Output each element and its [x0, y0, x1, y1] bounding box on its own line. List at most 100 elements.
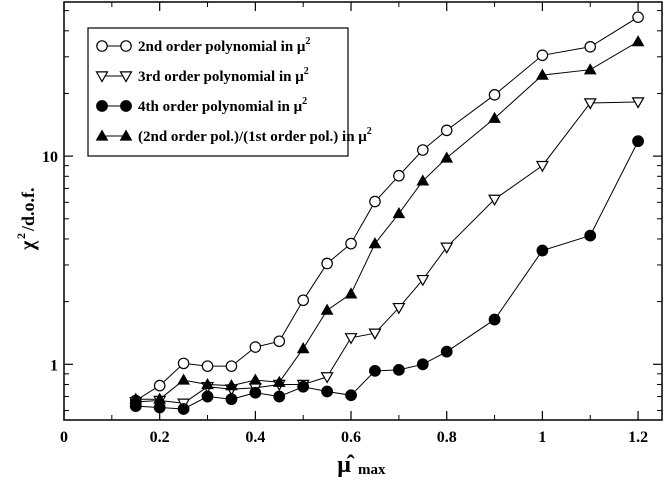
series-4-point — [344, 287, 358, 299]
series-4-point — [153, 392, 167, 404]
x-axis-title-main: μ̂ — [337, 452, 355, 478]
series-1 — [129, 11, 644, 407]
series-3 — [129, 135, 644, 415]
y-axis-title-rest: /d.o.f. — [18, 187, 38, 232]
legend-label: (2nd order pol.)/(1st order pol.) in μ2 — [138, 126, 372, 145]
series-1-point — [488, 89, 501, 101]
series-1-point — [297, 294, 309, 307]
legend-marker — [120, 100, 132, 112]
series-1-point — [273, 335, 286, 348]
legend-label-superscript: 2 — [304, 66, 309, 77]
series-4-point — [201, 377, 214, 390]
series-3-point — [249, 386, 262, 399]
series-4-point — [631, 35, 645, 47]
y-axis-title: χ 2 /d.o.f. — [14, 187, 39, 251]
legend-marker — [96, 40, 108, 52]
series-3-point — [632, 135, 644, 148]
series-2-point — [583, 98, 597, 110]
x-tick-label: 0.6 — [341, 429, 361, 446]
legend-marker — [120, 40, 132, 52]
x-axis-title: μ̂ max — [337, 452, 386, 478]
series-1-point — [536, 49, 549, 62]
series-3-point — [416, 358, 429, 371]
series-1-point — [249, 341, 262, 353]
legend-entry-4: (2nd order pol.)/(1st order pol.) in μ2 — [95, 126, 372, 145]
legend-marker — [95, 129, 109, 141]
legend-entry-2: 3rd order polynomial in μ2 — [95, 66, 309, 85]
legend-entry-1: 2nd order polynomial in μ2 — [96, 36, 310, 55]
legend-label: 4th order polynomial in μ2 — [138, 96, 307, 115]
x-tick-label: 0.4 — [245, 429, 265, 446]
series-2-point — [392, 302, 406, 315]
plot-area — [129, 11, 645, 415]
legend-entry-3: 4th order polynomial in μ2 — [96, 96, 307, 115]
y-axis-title-main: χ — [17, 240, 39, 251]
x-axis-title-subscript: max — [358, 462, 386, 478]
series-4-point — [368, 237, 382, 249]
series-4-point — [320, 303, 334, 315]
series-3-point — [536, 244, 549, 257]
series-4-point — [177, 373, 190, 385]
x-tick-label: 0 — [60, 429, 68, 446]
series-1-point — [369, 195, 381, 208]
series-2-point — [488, 194, 502, 207]
series-3-point — [273, 390, 286, 403]
series-1-point — [153, 379, 166, 392]
series-3-point — [177, 403, 190, 415]
legend-box — [87, 27, 349, 157]
series-1-point — [584, 41, 597, 53]
legend-label-superscript: 2 — [305, 36, 310, 47]
x-tick-label: 0.8 — [437, 429, 457, 446]
legend-marker — [119, 71, 133, 83]
series-1-point — [201, 360, 214, 372]
legend-label: 2nd order polynomial in μ2 — [138, 36, 310, 55]
series-4-point — [488, 111, 501, 123]
legend-label: 3rd order polynomial in μ2 — [138, 66, 309, 85]
series-1-point — [321, 257, 333, 270]
series-2-line — [135, 101, 639, 404]
series-1-point — [225, 360, 238, 372]
y-axis-title-superscript: 2 — [14, 233, 28, 239]
legend-label-superscript: 2 — [302, 96, 307, 107]
series-3-point — [225, 393, 238, 406]
legend: 2nd order polynomial in μ2 3rd order poly… — [87, 27, 372, 157]
series-4-point — [129, 392, 143, 404]
series-3-point — [440, 345, 453, 358]
series-3-point — [369, 364, 381, 377]
x-tick-label: 1 — [538, 429, 546, 446]
legend-marker — [119, 129, 133, 141]
series-3-point — [584, 229, 597, 242]
y-tick-label: 1 — [50, 357, 58, 374]
series-4-point — [296, 342, 310, 354]
series-1-point — [345, 237, 357, 250]
series-2-point — [320, 372, 334, 384]
axes: 0 0.2 0.4 0.6 0.8 1 1.2 1 10 — [42, 1, 663, 446]
series-3-point — [345, 389, 357, 402]
series-4-point — [440, 151, 454, 163]
series-4-point — [416, 174, 430, 186]
series-4-point — [272, 375, 286, 387]
series-2-point — [631, 97, 645, 109]
legend-marker — [95, 71, 109, 83]
series-4-line — [135, 41, 639, 400]
y-tick-label: 10 — [42, 149, 58, 166]
x-tick-label: 1.2 — [628, 429, 648, 446]
x-tick-label: 0.2 — [150, 429, 170, 446]
series-4-point — [248, 373, 262, 385]
series-2-point — [344, 333, 358, 345]
series-3-point — [321, 385, 334, 398]
series-2-point — [440, 242, 454, 254]
series-1-point — [416, 144, 429, 156]
series-4-point — [583, 63, 597, 75]
series-1-point — [440, 124, 453, 137]
legend-marker — [96, 100, 108, 112]
series-2-point — [416, 274, 430, 287]
series-4-point — [225, 379, 238, 391]
legend-label-superscript: 2 — [367, 126, 372, 137]
series-2-point — [535, 160, 549, 173]
series-3-point — [201, 390, 214, 403]
series-1-point — [632, 11, 644, 23]
series-3-point — [488, 313, 501, 326]
series-4 — [129, 35, 645, 404]
